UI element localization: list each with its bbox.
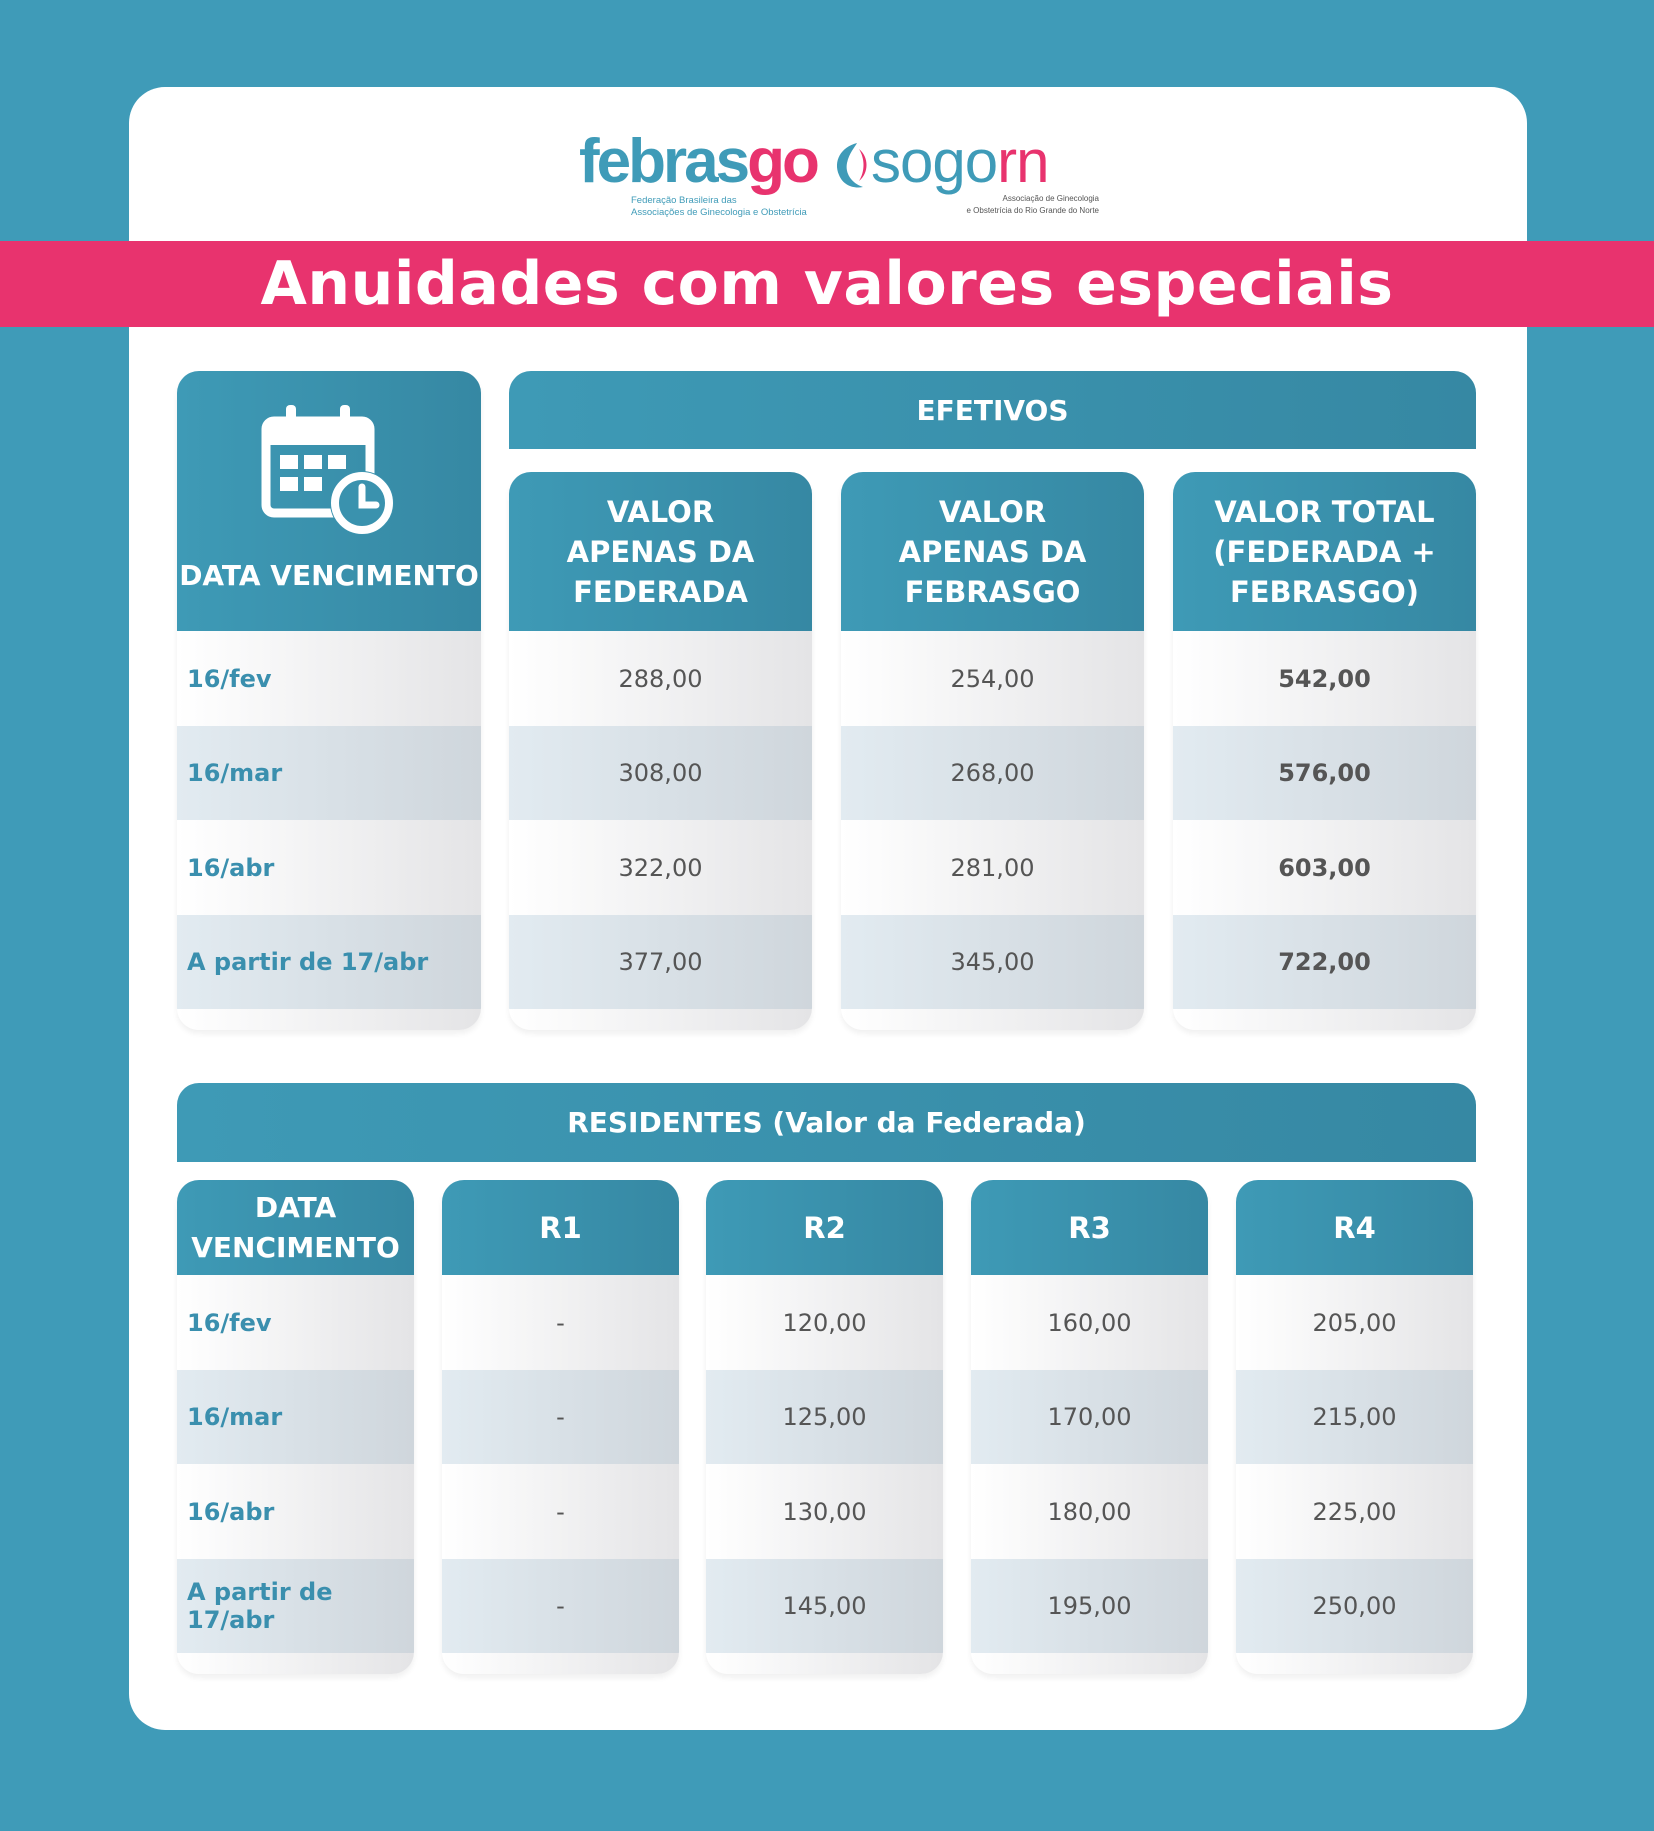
federada-value-cell: 308,00 <box>509 726 812 820</box>
febrasgo-column-header: VALOR APENAS DA FEBRASGO <box>841 472 1144 631</box>
febrasgo-value-cell: 281,00 <box>841 820 1144 915</box>
total-value-cell: 603,00 <box>1173 820 1476 915</box>
page-title: Anuidades com valores especiais <box>260 249 1394 319</box>
r3-value-cell: 170,00 <box>971 1370 1208 1464</box>
residentes-r2-column: R2 120,00 125,00 130,00 145,00 <box>706 1180 943 1674</box>
r2-column-header: R2 <box>706 1180 943 1275</box>
federada-value-cell: 322,00 <box>509 820 812 915</box>
residentes-date-cell: 16/mar <box>177 1370 414 1464</box>
federada-value-cell: 377,00 <box>509 915 812 1009</box>
efetivos-febrasgo-column: VALOR APENAS DA FEBRASGO 254,00 268,00 2… <box>841 472 1144 1030</box>
febrasgo-logo: febrasgo Federação Brasileira das Associ… <box>579 127 820 237</box>
r2-value-cell: 130,00 <box>706 1464 943 1559</box>
efetivos-section-header: EFETIVOS <box>509 371 1476 449</box>
febrasgo-wordmark: febrasgo <box>579 127 820 196</box>
residentes-date-cell: A partir de 17/abr <box>177 1559 414 1653</box>
febrasgo-value-cell: 268,00 <box>841 726 1144 820</box>
r1-value-cell: - <box>442 1275 679 1370</box>
r2-value-cell: 145,00 <box>706 1559 943 1653</box>
column-footer <box>1236 1653 1473 1674</box>
febrasgo-value-cell: 345,00 <box>841 915 1144 1009</box>
calendar-clock-icon <box>261 405 394 535</box>
efetivos-date-cell: 16/abr <box>177 820 481 915</box>
r3-value-cell: 180,00 <box>971 1464 1208 1559</box>
efetivos-federada-column: VALOR APENAS DA FEDERADA 288,00 308,00 3… <box>509 472 812 1030</box>
r3-value-cell: 195,00 <box>971 1559 1208 1653</box>
residentes-date-cell: 16/fev <box>177 1275 414 1370</box>
column-footer <box>706 1653 943 1674</box>
residentes-date-header: DATA VENCIMENTO <box>177 1180 414 1275</box>
efetivos-date-cell: A partir de 17/abr <box>177 915 481 1009</box>
sogorn-logo: sogorn Associação de Ginecologia e Obste… <box>829 127 1099 237</box>
febrasgo-subtitle: Federação Brasileira das Associações de … <box>631 195 807 218</box>
logo-row: febrasgo Federação Brasileira das Associ… <box>129 127 1527 237</box>
efetivos-date-header: DATA VENCIMENTO <box>177 371 481 631</box>
sogorn-mark-icon <box>837 143 867 188</box>
total-value-cell: 576,00 <box>1173 726 1476 820</box>
r1-value-cell: - <box>442 1370 679 1464</box>
column-footer <box>442 1653 679 1674</box>
r3-column-header: R3 <box>971 1180 1208 1275</box>
r4-column-header: R4 <box>1236 1180 1473 1275</box>
column-footer <box>177 1653 414 1674</box>
r2-value-cell: 120,00 <box>706 1275 943 1370</box>
federada-value-cell: 288,00 <box>509 631 812 726</box>
residentes-date-column: DATA VENCIMENTO 16/fev 16/mar 16/abr A p… <box>177 1180 414 1674</box>
residentes-r4-column: R4 205,00 215,00 225,00 250,00 <box>1236 1180 1473 1674</box>
residentes-r1-column: R1 - - - - <box>442 1180 679 1674</box>
sogorn-wordmark: sogorn <box>871 128 1049 195</box>
column-footer <box>1173 1009 1476 1030</box>
r4-value-cell: 205,00 <box>1236 1275 1473 1370</box>
title-banner: Anuidades com valores especiais <box>0 241 1654 327</box>
r2-value-cell: 125,00 <box>706 1370 943 1464</box>
r4-value-cell: 225,00 <box>1236 1464 1473 1559</box>
r3-value-cell: 160,00 <box>971 1275 1208 1370</box>
total-value-cell: 722,00 <box>1173 915 1476 1009</box>
febrasgo-value-cell: 254,00 <box>841 631 1144 726</box>
residentes-section-header: RESIDENTES (Valor da Federada) <box>177 1083 1476 1162</box>
residentes-date-cell: 16/abr <box>177 1464 414 1559</box>
column-footer <box>841 1009 1144 1030</box>
total-column-header: VALOR TOTAL (FEDERADA + FEBRASGO) <box>1173 472 1476 631</box>
efetivos-total-column: VALOR TOTAL (FEDERADA + FEBRASGO) 542,00… <box>1173 472 1476 1030</box>
total-value-cell: 542,00 <box>1173 631 1476 726</box>
r1-value-cell: - <box>442 1464 679 1559</box>
r1-column-header: R1 <box>442 1180 679 1275</box>
efetivos-date-header-label: DATA VENCIMENTO <box>179 559 479 592</box>
sogorn-subtitle: Associação de Ginecologia e Obstetrícia … <box>966 194 1099 215</box>
column-footer <box>971 1653 1208 1674</box>
residentes-r3-column: R3 160,00 170,00 180,00 195,00 <box>971 1180 1208 1674</box>
efetivos-date-cell: 16/mar <box>177 726 481 820</box>
efetivos-date-column: DATA VENCIMENTO 16/fev 16/mar 16/abr A p… <box>177 371 481 1030</box>
federada-column-header: VALOR APENAS DA FEDERADA <box>509 472 812 631</box>
column-footer <box>177 1009 481 1030</box>
efetivos-date-cell: 16/fev <box>177 631 481 726</box>
column-footer <box>509 1009 812 1030</box>
r1-value-cell: - <box>442 1559 679 1653</box>
r4-value-cell: 250,00 <box>1236 1559 1473 1653</box>
r4-value-cell: 215,00 <box>1236 1370 1473 1464</box>
